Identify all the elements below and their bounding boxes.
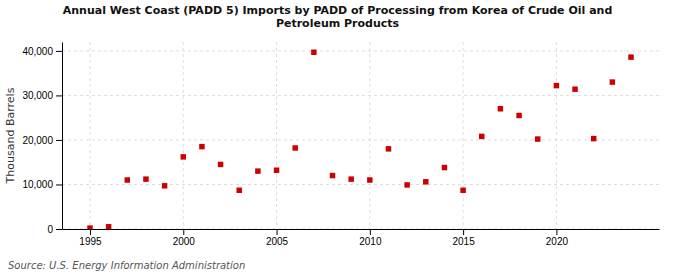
tick: 2020: [546, 229, 569, 247]
point: [199, 144, 204, 149]
grid-line: [62, 50, 659, 51]
tick-mark: [56, 140, 62, 141]
tick-label: 2015: [452, 236, 475, 247]
point: [479, 134, 484, 139]
tick-label: 30,000: [22, 90, 53, 101]
point: [255, 168, 260, 173]
axis-line: [63, 229, 660, 230]
point: [367, 177, 372, 182]
tick: 40,000: [22, 46, 62, 57]
title-line: Petroleum Products: [276, 17, 400, 30]
tick-label: 2005: [266, 236, 289, 247]
tick-mark: [183, 229, 184, 235]
grid-line: [463, 42, 464, 229]
point: [330, 173, 335, 178]
grid-line: [369, 42, 370, 229]
tick-mark: [370, 229, 371, 235]
tick: 2010: [359, 229, 382, 247]
grid-line: [62, 229, 659, 230]
point: [442, 165, 447, 170]
grid-line: [62, 95, 659, 96]
tick-mark: [277, 229, 278, 235]
point: [311, 50, 316, 55]
grid-line: [183, 42, 184, 229]
point: [572, 86, 577, 91]
tick: 20,000: [22, 135, 62, 146]
point: [628, 54, 633, 59]
tick-mark: [90, 229, 91, 235]
chart: Annual West Coast (PADD 5) Imports by PA…: [0, 0, 675, 275]
point: [610, 79, 615, 84]
tick-label: 10,000: [22, 179, 53, 190]
point: [125, 177, 130, 182]
grid-line: [62, 184, 659, 185]
y-axis-title: Thousand Barrels: [4, 87, 17, 184]
point: [535, 136, 540, 141]
point: [423, 179, 428, 184]
tick-label: 40,000: [22, 46, 53, 57]
tick: 2000: [173, 229, 196, 247]
point: [386, 146, 391, 151]
tick-mark: [56, 184, 62, 185]
tick: 10,000: [22, 179, 62, 190]
point: [591, 136, 596, 141]
annotation: Source: U.S. Energy Information Administ…: [8, 260, 245, 271]
grid-line: [89, 42, 90, 229]
tick-label: 2010: [359, 236, 382, 247]
tick-mark: [556, 229, 557, 235]
tick: 30,000: [22, 90, 62, 101]
y-axis: 0 10,000 20,000 30,000 40,000: [22, 43, 62, 235]
grid: [62, 42, 659, 229]
point: [554, 83, 559, 88]
point: [106, 224, 111, 229]
point: [404, 182, 409, 187]
tick: 2005: [266, 229, 289, 247]
tick: 0: [47, 224, 62, 235]
point: [516, 113, 521, 118]
tick: 2015: [452, 229, 475, 247]
x-axis: 1995 2000 2005 2010 2015 2020: [63, 229, 660, 247]
plot: 1995 2000 2005 2010 2015 2020 0 10,000 20,000 30,…: [22, 42, 659, 247]
grid-line: [276, 42, 277, 229]
tick-mark: [463, 229, 464, 235]
tick-mark: [56, 229, 62, 230]
point: [460, 188, 465, 193]
points: [87, 50, 634, 229]
point: [181, 154, 186, 159]
axis-line: [62, 43, 63, 230]
point: [236, 188, 241, 193]
point: [348, 176, 353, 181]
point: [274, 167, 279, 172]
tick-label: 0: [47, 224, 53, 235]
tick-label: 2020: [546, 236, 569, 247]
title: Annual West Coast (PADD 5) Imports by PA…: [63, 4, 613, 30]
tick-mark: [56, 51, 62, 52]
title-line: Annual West Coast (PADD 5) Imports by PA…: [63, 4, 613, 17]
point: [162, 183, 167, 188]
point: [218, 162, 223, 167]
tick-label: 20,000: [22, 135, 53, 146]
point: [498, 106, 503, 111]
grid-line: [556, 42, 557, 229]
tick: 1995: [79, 229, 102, 247]
point: [143, 176, 148, 181]
tick-mark: [56, 95, 62, 96]
grid-line: [62, 139, 659, 140]
point: [87, 225, 92, 229]
point: [292, 145, 297, 150]
tick-label: 1995: [79, 236, 102, 247]
tick-label: 2000: [173, 236, 196, 247]
